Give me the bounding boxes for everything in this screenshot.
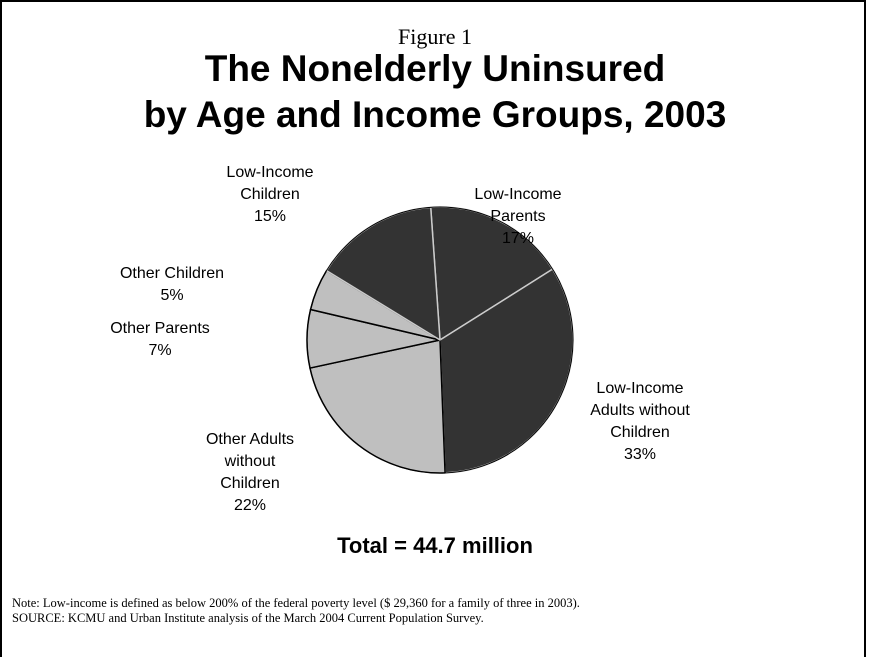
slice-label-low-income-parents: Low-Income Parents 17% (474, 186, 562, 247)
slice-label-other-parents: Other Parents 7% (110, 320, 210, 359)
total-label: Total = 44.7 million (337, 533, 533, 558)
title-line-2: by Age and Income Groups, 2003 (143, 94, 727, 135)
source-text: SOURCE: KCMU and Urban Institute analysi… (12, 611, 484, 625)
slice-label-other-adults: Other Adults without Children 22% (205, 431, 295, 514)
note-text: Note: Low-income is defined as below 200… (12, 596, 580, 610)
pie-outline (306, 206, 574, 474)
slice-label-low-income-adults: Low-Income Adults without Children 33% (590, 380, 690, 463)
slice-label-other-children: Other Children 5% (119, 265, 225, 304)
slice-label-low-income-children: Low-Income Children 15% (226, 164, 314, 225)
title-line-1: The Nonelderly Uninsured (204, 48, 666, 89)
figure-label: Figure 1 (398, 24, 472, 49)
notes: Note: Low-income is defined as below 200… (12, 596, 852, 626)
chart-title: The Nonelderly Uninsured by Age and Inco… (0, 46, 870, 138)
